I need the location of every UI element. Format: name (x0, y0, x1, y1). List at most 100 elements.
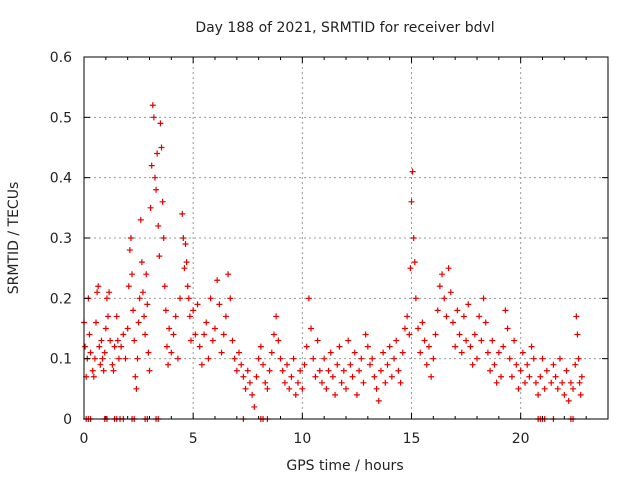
data-point (98, 337, 105, 344)
x-tick-labels: 0 5 10 15 20 (80, 431, 530, 447)
data-point (135, 319, 142, 326)
data-point (576, 379, 583, 386)
x-tick-label: 5 (189, 431, 198, 447)
grid-lines (84, 57, 608, 419)
data-point (489, 337, 496, 344)
data-point (411, 259, 418, 266)
data-point (449, 319, 456, 326)
data-point (539, 355, 546, 362)
data-point (454, 307, 461, 314)
data-point (255, 355, 262, 362)
data-point (458, 349, 465, 356)
data-point (281, 379, 288, 386)
y-axis-label: SRMTID / TECUs (6, 182, 22, 295)
data-point (262, 379, 269, 386)
data-point (386, 343, 393, 350)
data-point (384, 361, 391, 368)
data-point (408, 198, 415, 205)
data-point (99, 355, 106, 362)
data-point (526, 373, 533, 380)
data-point (312, 373, 319, 380)
data-point (106, 289, 113, 296)
x-tick-label: 15 (403, 431, 421, 447)
data-point (181, 265, 188, 272)
y-tick-label: 0.3 (50, 231, 72, 247)
data-point (432, 331, 439, 338)
data-point (244, 367, 251, 374)
data-point (552, 373, 559, 380)
data-point (349, 373, 356, 380)
x-tick-label: 10 (293, 431, 311, 447)
data-point (377, 367, 384, 374)
data-point (395, 367, 402, 374)
data-point (367, 361, 374, 368)
data-point (249, 391, 256, 398)
data-point (246, 379, 253, 386)
data-point (257, 343, 264, 350)
data-point (277, 355, 284, 362)
data-point (482, 319, 489, 326)
data-point (109, 361, 116, 368)
data-point (528, 343, 535, 350)
data-point (216, 301, 223, 308)
data-point (548, 379, 555, 386)
data-point (340, 367, 347, 374)
data-point (139, 289, 146, 296)
data-point (522, 379, 529, 386)
data-point (504, 325, 511, 332)
data-point (500, 343, 507, 350)
data-point (148, 162, 155, 169)
data-point (502, 307, 509, 314)
data-point (460, 313, 467, 320)
data-point (456, 331, 463, 338)
data-point (393, 337, 400, 344)
data-point (159, 198, 166, 205)
data-point (82, 343, 89, 350)
data-point (305, 295, 312, 302)
data-point (441, 295, 448, 302)
data-point (524, 361, 531, 368)
data-point (550, 361, 557, 368)
data-point (484, 349, 491, 356)
data-point (146, 367, 153, 374)
data-point (90, 373, 97, 380)
data-point (517, 367, 524, 374)
axis-ticks (83, 56, 608, 420)
data-point (327, 349, 334, 356)
data-point (401, 325, 408, 332)
data-point (284, 361, 291, 368)
data-point (172, 313, 179, 320)
data-point (141, 313, 148, 320)
data-point (165, 361, 172, 368)
data-point (563, 367, 570, 374)
data-point (513, 361, 520, 368)
data-point (182, 241, 189, 248)
data-point (535, 391, 542, 398)
data-point (532, 379, 539, 386)
data-point (127, 235, 134, 241)
data-point (511, 337, 518, 344)
data-point (443, 313, 450, 320)
data-point (299, 385, 306, 392)
data-point (332, 391, 339, 398)
data-point (506, 355, 513, 362)
data-point (343, 385, 349, 392)
y-tick-label: 0.6 (50, 50, 72, 66)
data-point (185, 295, 192, 302)
data-point (96, 343, 103, 350)
data-point (198, 361, 205, 368)
data-point (417, 349, 424, 356)
data-point (187, 337, 194, 344)
data-point (567, 379, 574, 386)
data-point (334, 361, 341, 368)
data-point (149, 102, 156, 109)
data-point (130, 307, 137, 314)
data-point (231, 355, 238, 362)
data-point (180, 235, 187, 241)
data-point (447, 289, 454, 296)
data-point (155, 222, 162, 229)
data-point (190, 307, 197, 314)
data-point (129, 271, 136, 278)
data-point (439, 271, 446, 278)
y-tick-labels: 0 0.1 0.2 0.3 0.4 0.5 0.6 (50, 50, 72, 428)
